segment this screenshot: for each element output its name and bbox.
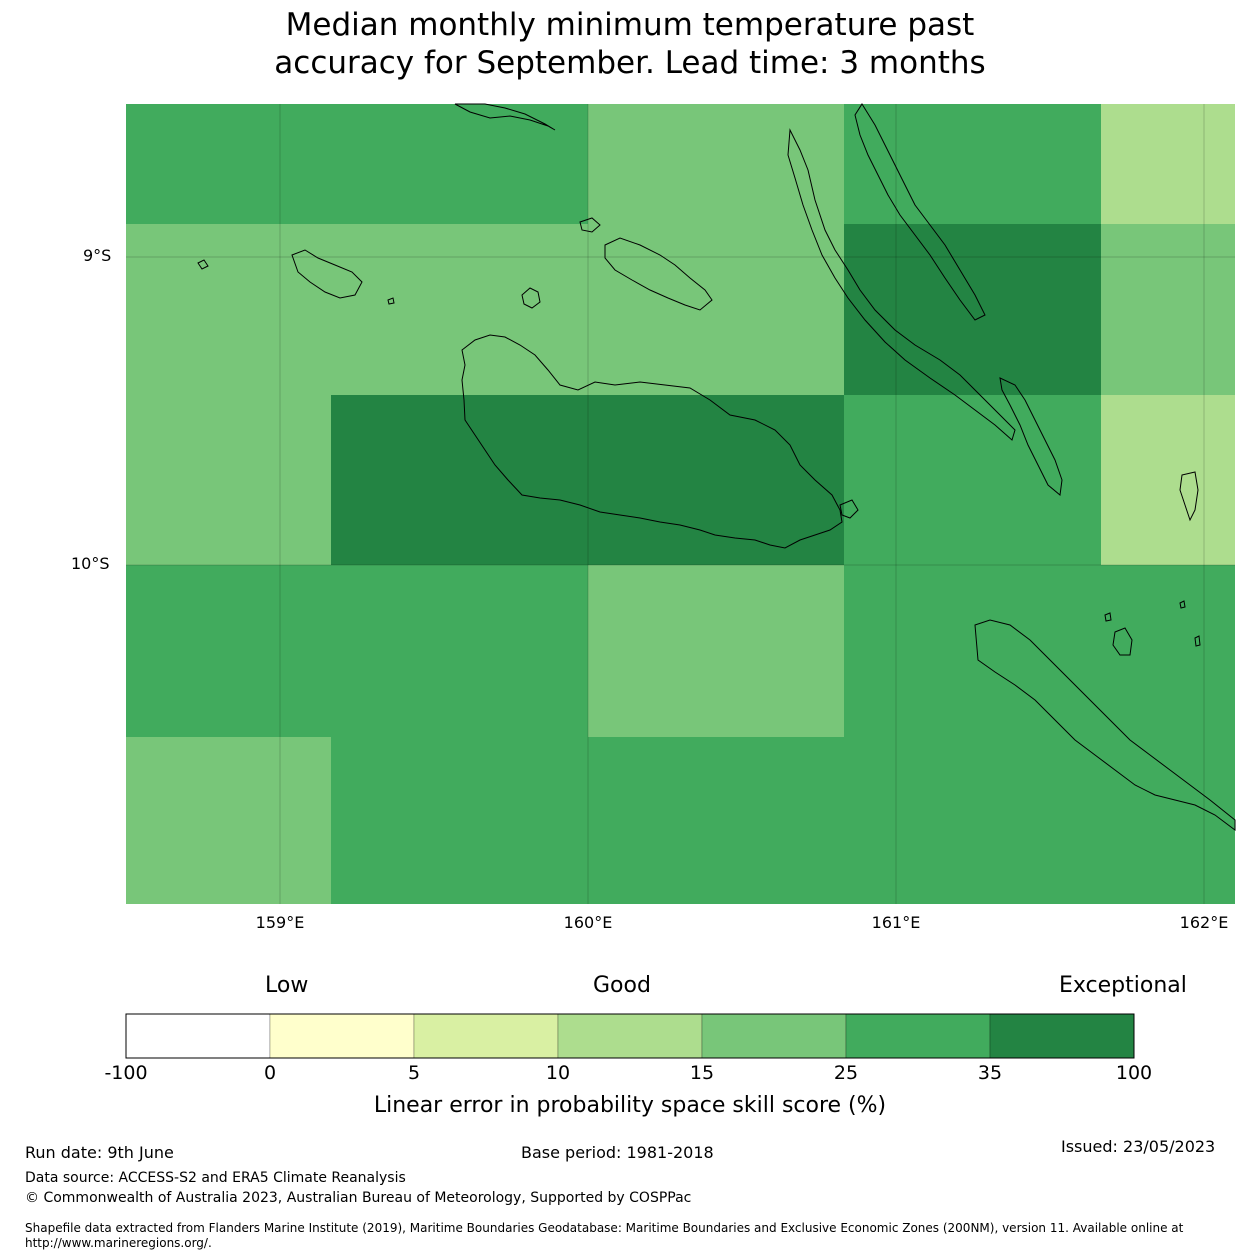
lat-label-9s: 9°S bbox=[83, 246, 112, 265]
coastline-north-islands bbox=[454, 103, 556, 131]
skill-grid bbox=[126, 104, 1235, 904]
coastline-malaita-north bbox=[999, 377, 1063, 496]
colorbar-tick-10: 10 bbox=[545, 1062, 571, 1084]
colorbar-title: Linear error in probability space skill … bbox=[373, 1093, 887, 1118]
category-low: Low bbox=[265, 973, 309, 998]
colorbar-tick-25: 25 bbox=[833, 1062, 859, 1084]
copyright: © Commonwealth of Australia 2023, Austra… bbox=[25, 1190, 692, 1206]
colorbar-frame bbox=[125, 1013, 1135, 1059]
colorbar-tick-100: 100 bbox=[1115, 1062, 1153, 1084]
colorbar-tick-5: 5 bbox=[407, 1062, 421, 1084]
title-line-1: Median monthly minimum temperature past bbox=[285, 7, 975, 43]
grid-cell-3 bbox=[1101, 104, 1235, 224]
grid-cell-4 bbox=[126, 224, 844, 395]
title-line-2: accuracy for September. Lead time: 3 mon… bbox=[274, 45, 986, 81]
grid-cell-6 bbox=[1101, 224, 1235, 395]
run-date: Run date: 9th June bbox=[25, 1143, 174, 1162]
base-period: Base period: 1981-2018 bbox=[521, 1143, 714, 1162]
grid-cell-5 bbox=[844, 224, 1101, 395]
colorbar-segment-1 bbox=[269, 1013, 415, 1059]
coastline-santa-isabel bbox=[787, 128, 1016, 441]
grid-cell-1 bbox=[588, 104, 844, 224]
colorbar-segment-5 bbox=[845, 1013, 991, 1059]
coastline-islet-east-2 bbox=[1179, 600, 1186, 609]
grid-cell-2 bbox=[844, 104, 1101, 224]
colorbar-tick-35: 35 bbox=[977, 1062, 1003, 1084]
lon-label-162e: 162°E bbox=[1179, 913, 1229, 932]
colorbar-tick-15: 15 bbox=[689, 1062, 715, 1084]
colorbar-segment-0 bbox=[125, 1013, 271, 1059]
colorbar-tick-0: 0 bbox=[263, 1062, 277, 1084]
lon-label-160e: 160°E bbox=[563, 913, 613, 932]
colorbar bbox=[125, 1013, 1135, 1059]
grid-cell-8 bbox=[331, 395, 844, 565]
coastline-russell bbox=[521, 287, 541, 309]
coastline-new-georgia-east bbox=[291, 249, 363, 299]
colorbar-segment-3 bbox=[557, 1013, 703, 1059]
grid-cell-11 bbox=[126, 565, 588, 737]
coastline-islet-small bbox=[387, 297, 395, 305]
coastline-rennell bbox=[1179, 471, 1199, 522]
coastline-ulawa bbox=[1112, 627, 1133, 656]
coastline-guadalcanal bbox=[461, 334, 843, 549]
data-source: Data source: ACCESS-S2 and ERA5 Climate … bbox=[25, 1170, 406, 1186]
lon-label-161e: 161°E bbox=[871, 913, 921, 932]
colorbar-tick-minus100: -100 bbox=[104, 1062, 148, 1084]
colorbar-segment-6 bbox=[989, 1013, 1135, 1059]
chart-title: Median monthly minimum temperature past … bbox=[0, 6, 1260, 82]
grid-cell-14 bbox=[126, 737, 331, 904]
coastline-choiseul bbox=[854, 103, 986, 321]
grid-cell-13 bbox=[844, 565, 1235, 737]
category-exceptional: Exceptional bbox=[1059, 973, 1187, 998]
lat-label-10s: 10°S bbox=[71, 554, 110, 573]
coastline-islet-east-3 bbox=[1194, 635, 1201, 647]
colorbar-segment-2 bbox=[413, 1013, 559, 1059]
coastline-islet-east-1 bbox=[1104, 612, 1112, 622]
grid-cell-15 bbox=[331, 737, 1235, 904]
graticule bbox=[126, 104, 1235, 904]
grid-cell-10 bbox=[1101, 395, 1235, 565]
coastlines bbox=[197, 103, 1236, 831]
lon-label-159e: 159°E bbox=[255, 913, 305, 932]
issued-date: Issued: 23/05/2023 bbox=[1061, 1137, 1216, 1156]
coastline-islet-west bbox=[197, 259, 209, 270]
shapefile-credit: Shapefile data extracted from Flanders M… bbox=[25, 1221, 1184, 1250]
coastline-nggela bbox=[604, 237, 713, 311]
grid-cell-9 bbox=[844, 395, 1101, 565]
grid-cell-12 bbox=[588, 565, 844, 737]
coastline-savo bbox=[579, 217, 601, 233]
category-good: Good bbox=[593, 973, 651, 998]
coastline-florida-islets bbox=[839, 499, 859, 519]
coastline-makira bbox=[974, 619, 1236, 831]
grid-cell-0 bbox=[126, 104, 588, 224]
grid-cell-7 bbox=[126, 395, 331, 565]
colorbar-segment-4 bbox=[701, 1013, 847, 1059]
